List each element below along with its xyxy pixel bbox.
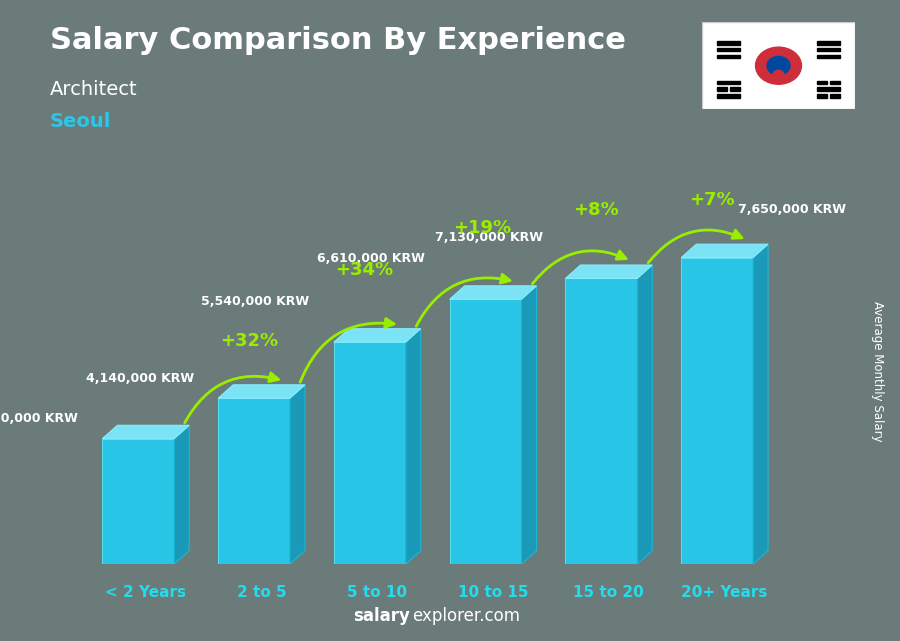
Polygon shape bbox=[521, 286, 536, 564]
Bar bbox=[817, 94, 827, 98]
Polygon shape bbox=[565, 278, 637, 564]
Bar bbox=[717, 41, 740, 45]
Text: +19%: +19% bbox=[454, 219, 512, 237]
Bar bbox=[817, 41, 840, 45]
Polygon shape bbox=[450, 299, 521, 564]
Polygon shape bbox=[450, 286, 536, 299]
Text: 10 to 15: 10 to 15 bbox=[458, 585, 528, 600]
Bar bbox=[817, 81, 827, 84]
Text: 7,650,000 KRW: 7,650,000 KRW bbox=[738, 203, 846, 216]
Text: +7%: +7% bbox=[689, 191, 734, 209]
Polygon shape bbox=[681, 244, 768, 258]
Bar bbox=[717, 81, 740, 84]
Bar bbox=[717, 48, 740, 51]
Text: 2 to 5: 2 to 5 bbox=[237, 585, 286, 600]
Text: 5,540,000 KRW: 5,540,000 KRW bbox=[202, 295, 310, 308]
Text: Architect: Architect bbox=[50, 80, 137, 99]
Bar bbox=[817, 48, 840, 51]
Text: 7,130,000 KRW: 7,130,000 KRW bbox=[436, 231, 544, 244]
Polygon shape bbox=[218, 385, 305, 398]
Polygon shape bbox=[174, 425, 189, 564]
Circle shape bbox=[755, 47, 802, 84]
Bar bbox=[717, 87, 727, 91]
Polygon shape bbox=[103, 438, 174, 564]
Polygon shape bbox=[753, 244, 768, 564]
Text: +34%: +34% bbox=[336, 262, 393, 279]
Bar bbox=[817, 87, 840, 91]
Text: 3,130,000 KRW: 3,130,000 KRW bbox=[0, 412, 78, 425]
Text: Seoul: Seoul bbox=[50, 112, 111, 131]
Polygon shape bbox=[681, 258, 753, 564]
Polygon shape bbox=[406, 329, 420, 564]
Polygon shape bbox=[637, 265, 652, 564]
Text: +32%: +32% bbox=[220, 331, 278, 349]
Bar bbox=[830, 81, 840, 84]
Circle shape bbox=[773, 71, 784, 79]
Text: 5 to 10: 5 to 10 bbox=[347, 585, 408, 600]
Bar bbox=[730, 87, 741, 91]
Polygon shape bbox=[103, 425, 189, 438]
Text: Salary Comparison By Experience: Salary Comparison By Experience bbox=[50, 26, 625, 54]
Text: 20+ Years: 20+ Years bbox=[681, 585, 768, 600]
FancyBboxPatch shape bbox=[702, 22, 855, 109]
Text: salary: salary bbox=[353, 607, 410, 625]
Bar bbox=[817, 54, 840, 58]
Text: 6,610,000 KRW: 6,610,000 KRW bbox=[318, 252, 426, 265]
Polygon shape bbox=[565, 265, 652, 278]
Polygon shape bbox=[334, 342, 406, 564]
Circle shape bbox=[767, 56, 790, 75]
Text: explorer.com: explorer.com bbox=[412, 607, 520, 625]
Text: < 2 Years: < 2 Years bbox=[105, 585, 186, 600]
Bar bbox=[717, 94, 740, 98]
Text: 4,140,000 KRW: 4,140,000 KRW bbox=[86, 372, 194, 385]
Bar bbox=[830, 94, 840, 98]
Bar bbox=[717, 54, 740, 58]
Text: Average Monthly Salary: Average Monthly Salary bbox=[871, 301, 884, 442]
Text: 15 to 20: 15 to 20 bbox=[573, 585, 644, 600]
Polygon shape bbox=[334, 329, 420, 342]
Text: +8%: +8% bbox=[573, 201, 619, 219]
Polygon shape bbox=[290, 385, 305, 564]
Polygon shape bbox=[218, 398, 290, 564]
